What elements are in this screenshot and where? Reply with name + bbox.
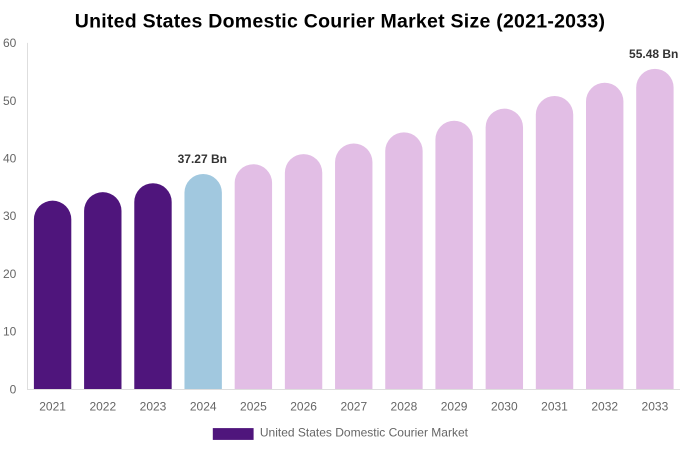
svg-text:2024: 2024: [190, 399, 217, 413]
svg-text:2030: 2030: [491, 399, 518, 413]
svg-text:30: 30: [3, 209, 17, 223]
svg-text:2026: 2026: [290, 399, 317, 413]
svg-text:2023: 2023: [140, 399, 167, 413]
svg-text:50: 50: [3, 94, 17, 108]
svg-text:United States Domestic Courier: United States Domestic Courier Market: [260, 425, 469, 439]
svg-text:2032: 2032: [591, 399, 618, 413]
svg-text:40: 40: [3, 152, 17, 166]
svg-text:United States Domestic Courier: United States Domestic Courier Market Si…: [75, 10, 605, 32]
svg-text:2028: 2028: [391, 399, 418, 413]
svg-text:2025: 2025: [240, 399, 267, 413]
svg-text:55.48 Bn: 55.48 Bn: [629, 47, 678, 61]
svg-text:2022: 2022: [89, 399, 116, 413]
svg-text:20: 20: [3, 267, 17, 281]
svg-text:0: 0: [10, 382, 17, 396]
svg-text:2033: 2033: [642, 399, 669, 413]
svg-text:2031: 2031: [541, 399, 568, 413]
svg-text:2021: 2021: [39, 399, 66, 413]
svg-text:10: 10: [3, 325, 17, 339]
svg-text:2027: 2027: [340, 399, 367, 413]
svg-text:60: 60: [3, 36, 17, 50]
svg-text:37.27 Bn: 37.27 Bn: [178, 152, 227, 166]
svg-text:2029: 2029: [441, 399, 468, 413]
